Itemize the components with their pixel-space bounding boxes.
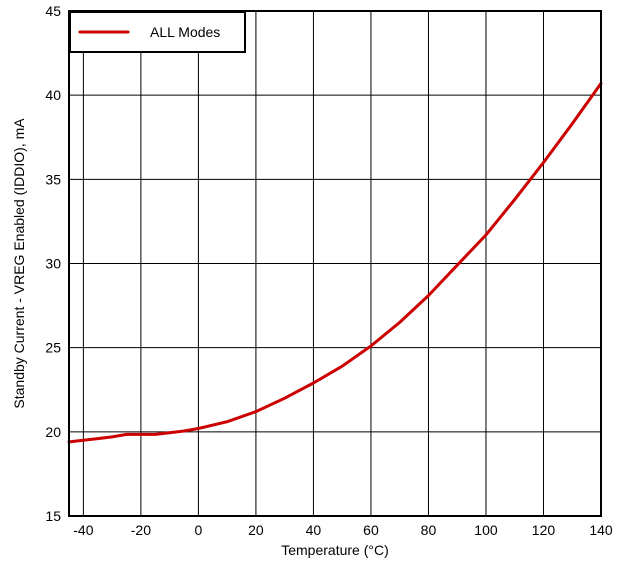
y-tick-label: 35 [45,171,61,187]
x-axis-title: Temperature (°C) [281,542,389,558]
series-line [67,81,603,444]
x-tick-label: 20 [248,522,264,538]
y-tick-label: 45 [45,3,61,19]
y-tick-label: 30 [45,256,61,272]
x-tick-label: -20 [131,522,151,538]
x-tick-label: 140 [589,522,613,538]
x-tick-label: -40 [73,522,93,538]
y-tick-label: 20 [45,424,61,440]
y-tick-label: 15 [45,508,61,524]
x-tick-label: 40 [306,522,322,538]
plot-frame [68,10,602,517]
legend-label: ALL Modes [150,24,220,40]
grid [69,11,601,516]
y-tick-label: 25 [45,340,61,356]
y-tick-label: 40 [45,87,61,103]
x-tick-label: 0 [195,522,203,538]
x-tick-label: 100 [474,522,498,538]
x-tick-label: 60 [363,522,379,538]
legend: ALL Modes [69,11,246,53]
x-tick-labels: -40 -20 0 20 40 60 80 100 120 140 [73,522,613,538]
y-axis-title: Standby Current - VREG Enabled (IDDIO), … [11,118,27,409]
series-layer [67,81,603,444]
y-tick-labels: 15 20 25 30 35 40 45 [45,3,61,524]
x-tick-label: 120 [532,522,556,538]
x-tick-label: 80 [421,522,437,538]
